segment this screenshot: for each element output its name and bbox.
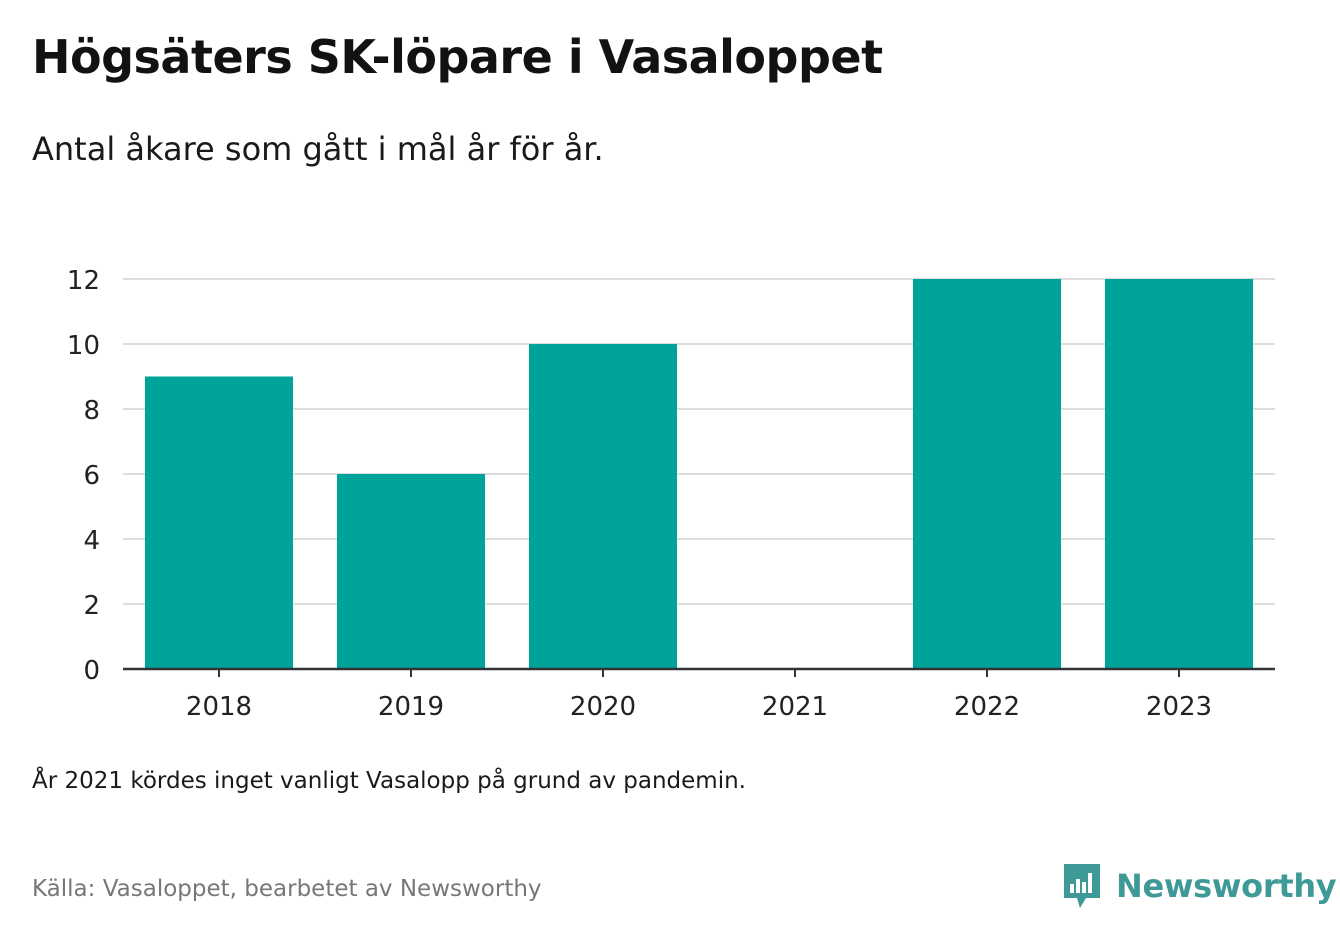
bar-chart: 0 2 4 6 8 10 12 2018 2019 2020 2021 2022 2023 xyxy=(67,266,1275,722)
bar xyxy=(529,344,677,669)
x-tick-label: 2022 xyxy=(954,692,1020,722)
y-tick-label: 4 xyxy=(83,526,100,556)
y-tick-label: 10 xyxy=(67,331,100,361)
newsworthy-logo-icon xyxy=(1064,864,1100,908)
x-tick-label: 2021 xyxy=(762,692,828,722)
brand-name: Newsworthy xyxy=(1116,867,1337,905)
bar xyxy=(145,376,293,669)
bar xyxy=(1105,279,1253,669)
y-tick-label: 12 xyxy=(67,266,100,296)
bar xyxy=(913,279,1061,669)
chart-note: År 2021 kördes inget vanligt Vasalopp på… xyxy=(32,768,746,794)
y-tick-label: 0 xyxy=(83,656,100,686)
x-tick-label: 2019 xyxy=(378,692,444,722)
brand-logo: Newsworthy xyxy=(1062,862,1337,910)
y-tick-label: 8 xyxy=(83,396,100,426)
y-tick-label: 2 xyxy=(83,591,100,621)
x-tick-label: 2018 xyxy=(186,692,252,722)
chart-title: Högsäters SK-löpare i Vasaloppet xyxy=(32,30,883,84)
chart-subtitle: Antal åkare som gått i mål år för år. xyxy=(32,130,604,168)
x-tick-label: 2020 xyxy=(570,692,636,722)
y-tick-label: 6 xyxy=(83,461,100,491)
source-text: Källa: Vasaloppet, bearbetet av Newswort… xyxy=(32,876,542,902)
bar xyxy=(337,474,485,669)
x-tick-label: 2023 xyxy=(1146,692,1212,722)
